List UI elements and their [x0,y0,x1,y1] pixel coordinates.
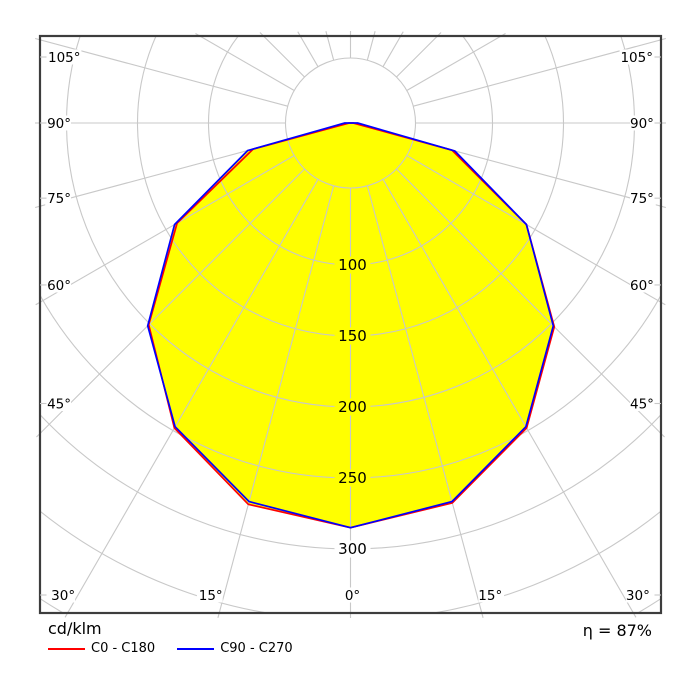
svg-text:105°: 105° [620,50,653,66]
efficiency-value: η = 87% [582,621,652,640]
legend-item-c90-c270: C90 - C270 [177,641,293,656]
svg-text:30°: 30° [626,588,650,604]
svg-text:75°: 75° [630,191,654,207]
svg-text:300: 300 [338,540,367,558]
unit-label: cd/klm [48,619,102,638]
svg-text:45°: 45° [47,397,71,413]
svg-text:15°: 15° [478,588,502,604]
legend-label-c90-c270: C90 - C270 [220,641,293,656]
radius-labels: 100 150 200 250 300 [334,256,371,558]
legend: C0 - C180 C90 - C270 [48,641,293,656]
svg-text:90°: 90° [630,116,654,132]
legend-label-c0-c180: C0 - C180 [91,641,156,656]
legend-item-c0-c180: C0 - C180 [48,641,155,656]
svg-text:60°: 60° [630,278,654,294]
svg-text:150: 150 [338,327,367,345]
svg-text:75°: 75° [47,191,71,207]
svg-text:0°: 0° [345,588,360,604]
angle-labels: 0° 15° 15° 30° 30° 45° 45° 60° 60° 75° 75° 90° 90° 10… [40,49,661,604]
svg-text:200: 200 [338,398,367,416]
svg-text:15°: 15° [199,588,223,604]
curve-C90-C270 [146,122,555,529]
svg-text:60°: 60° [47,278,71,294]
legend-line-c0-c180 [48,647,85,650]
intensity-curves [146,122,556,529]
svg-text:45°: 45° [630,397,654,413]
svg-text:105°: 105° [48,50,81,66]
legend-line-c90-c270 [177,647,215,650]
svg-text:30°: 30° [51,588,75,604]
svg-text:100: 100 [338,256,367,274]
svg-text:90°: 90° [47,116,71,132]
plot-frame [38,34,663,615]
svg-text:250: 250 [338,469,367,487]
